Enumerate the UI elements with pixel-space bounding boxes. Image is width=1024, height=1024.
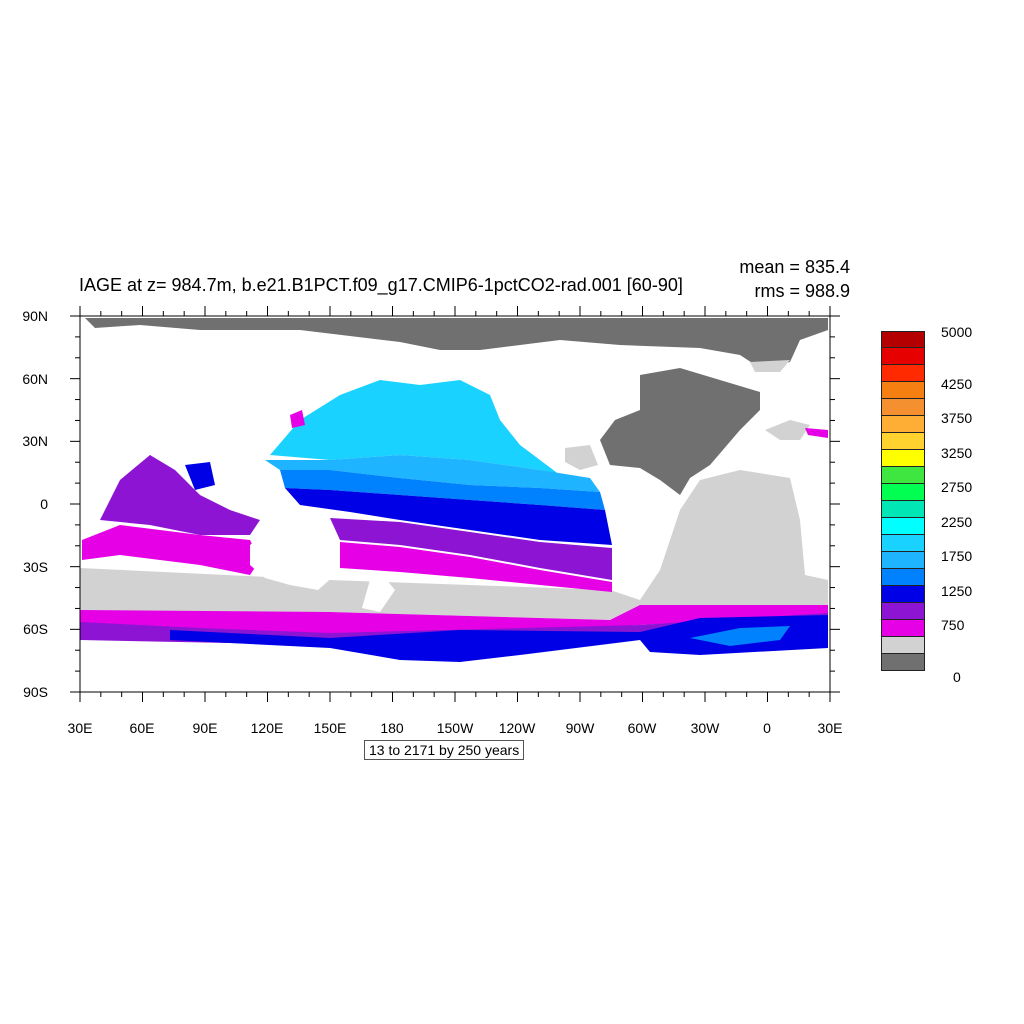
colorbar xyxy=(881,331,925,671)
southern-ocean-blue xyxy=(170,615,828,662)
lat-label-30n: 30N xyxy=(22,433,48,449)
colorbar-label-1250: 1250 xyxy=(941,583,973,599)
sea-of-japan-magenta xyxy=(290,410,305,428)
lat-label-60n: 60N xyxy=(22,371,48,387)
weddell-lightblue xyxy=(690,626,790,646)
indian-ocean-purple xyxy=(100,455,260,535)
caribbean-gray xyxy=(565,445,598,470)
colorbar-segment xyxy=(881,331,925,348)
mean-stat: mean = 835.4 xyxy=(739,257,850,277)
colorbar-segment xyxy=(881,399,925,416)
lat-label-0: 0 xyxy=(40,496,48,512)
lon-label-90e: 90E xyxy=(192,720,218,736)
colorbar-label-3750: 3750 xyxy=(941,410,973,426)
lat-label-90n: 90N xyxy=(22,308,48,324)
lon-label-30e-right: 30E xyxy=(817,720,843,736)
colorbar-label-4250: 4250 xyxy=(941,376,973,392)
lon-label-150w: 150W xyxy=(436,720,474,736)
time-range-box: 13 to 2171 by 250 years xyxy=(364,740,525,760)
lon-label-30w: 30W xyxy=(690,720,720,736)
colorbar-segment xyxy=(881,654,925,671)
lat-label-90s: 90S xyxy=(23,684,48,700)
colorbar-segment xyxy=(881,603,925,620)
colorbar-label-1750: 1750 xyxy=(941,548,973,564)
colorbar-label-0: 0 xyxy=(953,669,961,685)
colorbar-label-2250: 2250 xyxy=(941,514,973,530)
lat-label-30s: 30S xyxy=(23,559,48,575)
australia-land xyxy=(250,520,335,590)
nordic-gray xyxy=(750,360,790,372)
map-title: IAGE at z= 984.7m, b.e21.B1PCT.f09_g17.C… xyxy=(79,275,683,295)
lon-label-120e: 120E xyxy=(250,720,284,736)
colorbar-label-3250: 3250 xyxy=(941,445,973,461)
south-atlantic-gray xyxy=(640,470,828,600)
south-pacific-magenta xyxy=(340,542,612,592)
axis-ticks xyxy=(70,306,840,702)
colorbar-segment xyxy=(881,433,925,450)
north-pacific-cyan xyxy=(270,380,580,478)
tropical-pacific-lightblue xyxy=(280,470,605,510)
colorbar-segment xyxy=(881,569,925,586)
bay-of-bengal-blue xyxy=(185,462,215,490)
colorbar-segment xyxy=(881,467,925,484)
lon-label-120w: 120W xyxy=(498,720,536,736)
colorbar-label-2750: 2750 xyxy=(941,479,973,495)
colorbar-segment xyxy=(881,552,925,569)
mediterranean-gray xyxy=(765,420,810,440)
indian-ocean-magenta xyxy=(82,525,260,575)
colorbar-segment xyxy=(881,450,925,467)
colorbar-segment xyxy=(881,501,925,518)
colorbar-segment xyxy=(881,637,925,654)
colorbar-segment xyxy=(881,535,925,552)
lat-label-60s: 60S xyxy=(23,621,48,637)
lon-label-180: 180 xyxy=(380,720,404,736)
colorbar-label-750: 750 xyxy=(941,617,965,633)
rms-stat: rms = 988.9 xyxy=(754,281,850,301)
arctic-dark-gray xyxy=(85,318,828,368)
colorbar-segment xyxy=(881,382,925,399)
north-pacific-skyblue xyxy=(265,455,600,492)
southern-ocean-gray xyxy=(80,568,828,620)
equatorial-pacific-blue xyxy=(285,488,612,545)
lon-label-90w: 90W xyxy=(565,720,595,736)
colorbar-segment xyxy=(881,518,925,535)
colorbar-segment xyxy=(881,416,925,433)
new-zealand-land xyxy=(362,578,395,612)
lon-label-0: 0 xyxy=(763,720,771,736)
south-pacific-purple xyxy=(330,518,612,580)
north-atlantic-dark-gray xyxy=(600,368,760,495)
lon-label-60w: 60W xyxy=(627,720,657,736)
colorbar-segment xyxy=(881,620,925,637)
red-sea-magenta xyxy=(805,428,828,438)
colorbar-segment xyxy=(881,348,925,365)
colorbar-segment xyxy=(881,484,925,501)
colorbar-segment xyxy=(881,586,925,603)
colorbar-segment xyxy=(881,365,925,382)
colorbar-label-5000: 5000 xyxy=(941,324,973,340)
lon-label-60e: 60E xyxy=(129,720,155,736)
lon-label-30e: 30E xyxy=(67,720,93,736)
lon-label-150e: 150E xyxy=(313,720,347,736)
